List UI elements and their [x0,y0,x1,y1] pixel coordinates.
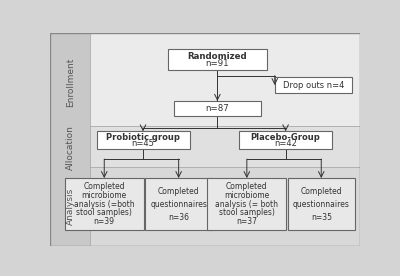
Text: Randomized: Randomized [188,52,247,61]
FancyBboxPatch shape [50,33,90,246]
FancyBboxPatch shape [174,101,261,116]
Text: n=39: n=39 [94,217,115,226]
Text: Enrollment: Enrollment [66,57,75,107]
Text: microbiome: microbiome [224,191,270,200]
FancyBboxPatch shape [145,178,212,230]
FancyBboxPatch shape [207,178,286,230]
Text: Probiotic group: Probiotic group [106,133,180,142]
Text: Completed: Completed [300,187,342,196]
FancyBboxPatch shape [239,131,332,150]
Text: Completed: Completed [226,182,268,191]
Text: Completed: Completed [158,187,200,196]
Text: microbiome: microbiome [82,191,127,200]
Text: n=37: n=37 [236,217,257,226]
Text: Placebo-Group: Placebo-Group [251,133,320,142]
Text: n=91: n=91 [206,59,229,68]
Text: questionnaires: questionnaires [293,200,350,209]
FancyBboxPatch shape [275,77,352,93]
FancyBboxPatch shape [90,126,360,167]
Text: n=45: n=45 [132,139,154,148]
FancyBboxPatch shape [65,178,144,230]
Text: stool samples): stool samples) [76,208,132,217]
FancyBboxPatch shape [90,33,360,126]
Text: n=35: n=35 [311,213,332,222]
Text: questionnaires: questionnaires [150,200,207,209]
FancyBboxPatch shape [96,131,190,150]
FancyBboxPatch shape [288,178,354,230]
Text: stool samples): stool samples) [219,208,275,217]
Text: Drop outs n=4: Drop outs n=4 [283,81,344,90]
Text: analysis (=both: analysis (=both [74,200,134,209]
Text: Completed: Completed [84,182,125,191]
Text: analysis (= both: analysis (= both [215,200,278,209]
Text: n=36: n=36 [168,213,189,222]
FancyBboxPatch shape [90,167,360,246]
Text: n=42: n=42 [274,139,297,148]
FancyBboxPatch shape [168,49,267,70]
Text: Allocation: Allocation [66,126,75,170]
Text: Analysis: Analysis [66,188,75,225]
Text: n=87: n=87 [206,104,229,113]
